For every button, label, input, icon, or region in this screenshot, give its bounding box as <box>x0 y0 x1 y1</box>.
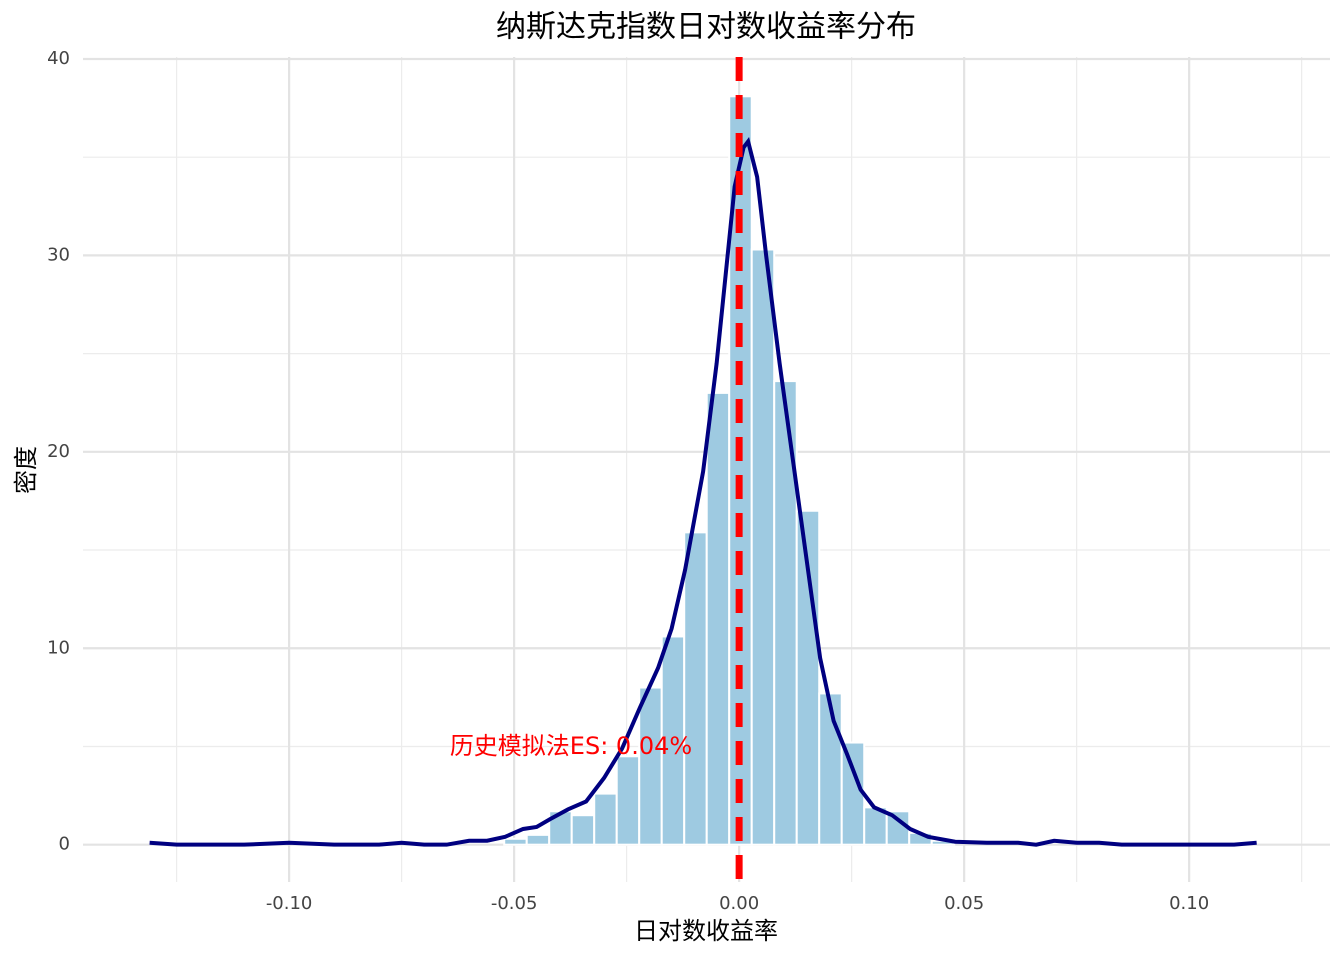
bar <box>840 741 866 846</box>
y-tick-label: 20 <box>47 441 70 462</box>
bar <box>683 531 708 846</box>
annotation: 历史模拟法ES: 0.04% <box>450 732 692 760</box>
marks <box>149 57 1257 882</box>
y-axis-label: 密度 <box>12 446 40 494</box>
x-tick-label: -0.05 <box>491 893 538 914</box>
x-tick-label: 0.05 <box>944 893 984 914</box>
bar <box>570 814 596 846</box>
bar <box>705 391 731 846</box>
y-tick-label: 30 <box>47 244 70 265</box>
bar <box>750 248 776 846</box>
density-line <box>149 136 1257 847</box>
bar <box>638 686 663 846</box>
x-axis-label: 日对数收益率 <box>634 917 778 945</box>
y-tick-label: 40 <box>47 48 70 69</box>
x-tick-label: -0.10 <box>266 893 313 914</box>
bar <box>615 755 641 846</box>
bar <box>795 509 821 846</box>
chart-title: 纳斯达克指数日对数收益率分布 <box>496 10 916 45</box>
x-tick-label: 0.00 <box>719 893 759 914</box>
bar <box>593 792 618 846</box>
y-tick-label: 10 <box>47 637 70 658</box>
y-tick-label: 0 <box>59 834 70 855</box>
bar <box>525 833 551 846</box>
bar <box>503 837 528 846</box>
x-tick-label: 0.10 <box>1169 893 1209 914</box>
bar <box>818 692 843 846</box>
